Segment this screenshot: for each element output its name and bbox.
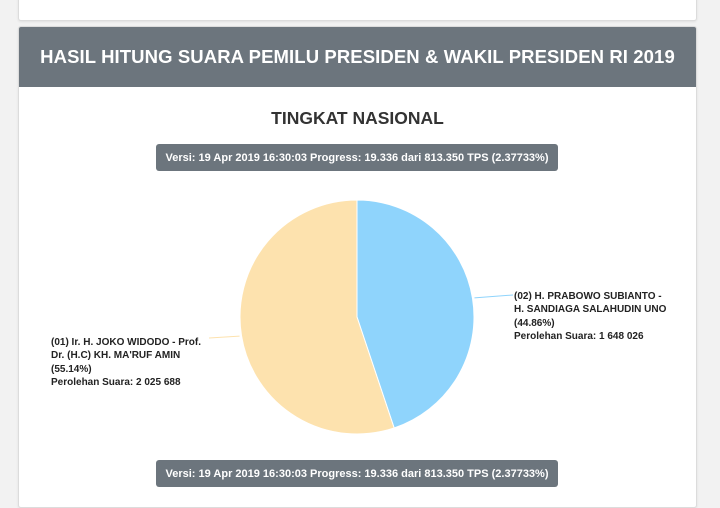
level-title: TINGKAT NASIONAL [271,108,444,128]
previous-card [18,0,697,21]
leader-line-01 [208,335,240,339]
series-label-02: (02) H. PRABOWO SUBIANTO - H. SANDIAGA S… [514,290,674,344]
results-card: HASIL HITUNG SUARA PEMILU PRESIDEN & WAK… [18,26,697,508]
version-badge-bottom: Versi: 19 Apr 2019 16:30:03 Progress: 19… [156,460,558,487]
pie-slice-02[interactable] [356,199,475,429]
series-name-02: (02) H. PRABOWO SUBIANTO - H. SANDIAGA S… [514,291,667,316]
page-title: HASIL HITUNG SUARA PEMILU PRESIDEN & WAK… [40,46,675,67]
leader-line-02 [474,294,514,299]
label-leader-lines [208,294,514,339]
card-header: HASIL HITUNG SUARA PEMILU PRESIDEN & WAK… [19,27,696,87]
series-name-01: (01) Ir. H. JOKO WIDODO - Prof. Dr. (H.C… [51,337,202,362]
series-percent-01: (55.14%) [51,363,92,375]
version-badge-top: Versi: 19 Apr 2019 16:30:03 Progress: 19… [156,144,558,171]
pie-slice-01[interactable] [239,199,395,435]
series-percent-02: (44.86%) [514,317,555,329]
pie-slices [239,199,475,435]
series-label-01: (01) Ir. H. JOKO WIDODO - Prof. Dr. (H.C… [51,336,206,390]
pie-chart [208,199,514,435]
series-votes-02: Perolehan Suara: 1 648 026 [514,331,644,343]
series-votes-01: Perolehan Suara: 2 025 688 [51,377,181,389]
